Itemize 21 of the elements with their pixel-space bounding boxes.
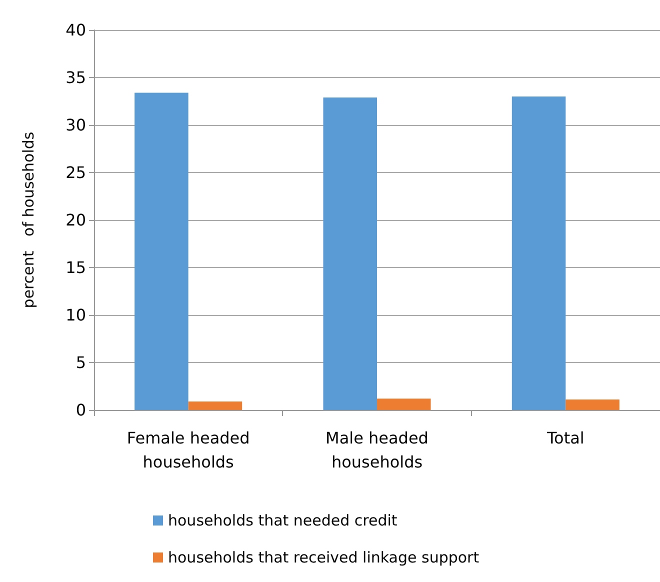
bar — [188, 401, 242, 410]
legend-label: households that received linkage support — [168, 548, 480, 566]
legend-label: households that needed credit — [168, 512, 398, 530]
y-tick-label: 5 — [76, 353, 86, 372]
y-axis-title: percent of households — [20, 132, 38, 308]
y-tick-label: 40 — [66, 20, 86, 40]
y-tick-label: 15 — [66, 258, 86, 277]
bar — [377, 398, 431, 410]
x-tick-label: Male headed households — [326, 428, 428, 472]
y-tick-label: 10 — [66, 306, 86, 324]
bar — [566, 400, 620, 410]
x-tick-label: Female headed households — [126, 428, 250, 472]
y-tick-label: 35 — [66, 68, 86, 87]
y-tick-label: 30 — [66, 116, 86, 134]
y-tick-label: 25 — [66, 163, 86, 182]
y-tick-label: 20 — [66, 210, 86, 230]
x-tick-label: Total — [546, 428, 584, 448]
y-tick-label: 0 — [76, 400, 86, 420]
bar — [512, 96, 566, 410]
bar — [323, 97, 377, 410]
bar — [134, 92, 188, 410]
